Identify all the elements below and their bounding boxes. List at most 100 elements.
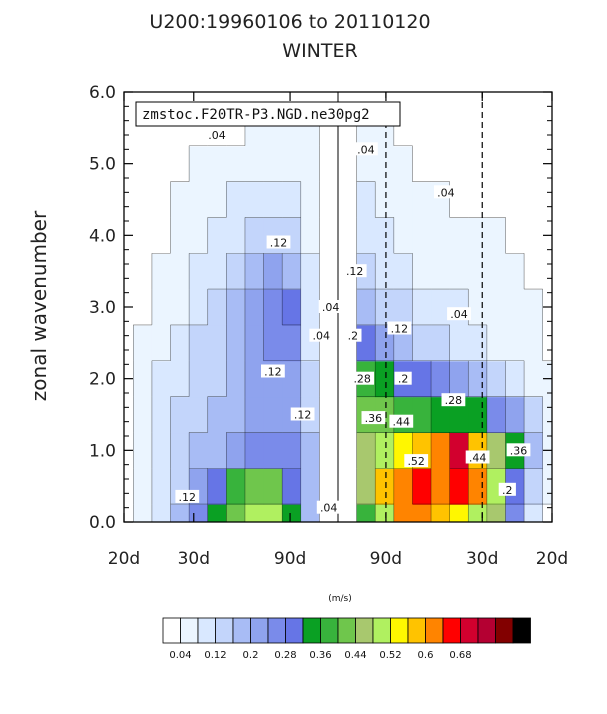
field-cell — [505, 324, 525, 362]
contour-label: .04 — [357, 143, 375, 156]
contour-label: .04 — [208, 129, 226, 142]
field-cell — [356, 289, 376, 326]
field-cell — [449, 432, 469, 469]
field-cell — [524, 360, 544, 398]
field-cell — [124, 324, 134, 362]
field-cell — [542, 504, 552, 522]
contour-label: .2 — [398, 373, 409, 386]
field-cell — [170, 217, 190, 254]
field-cell — [505, 181, 525, 219]
info-box: zmstoc.F20TR-P3.NGD.ne30pg2 — [135, 101, 401, 127]
field-cell — [124, 92, 134, 111]
info-box-frame — [135, 101, 401, 127]
field-cell — [393, 468, 414, 505]
field-cell — [338, 396, 358, 434]
field-cell — [338, 217, 358, 254]
contour-label-box — [318, 300, 343, 313]
field-cell — [151, 396, 172, 434]
field-cell — [338, 468, 358, 505]
field-cell — [263, 181, 283, 219]
field-cell — [263, 504, 283, 522]
field-cell — [133, 504, 153, 522]
field-cell — [449, 253, 469, 290]
contour-label-box — [175, 489, 200, 503]
field-cell — [412, 289, 432, 326]
field-cell — [189, 432, 209, 469]
field-cell — [431, 109, 451, 147]
field-cell — [151, 324, 172, 362]
field-cell — [393, 289, 414, 326]
contour-label-box — [266, 235, 291, 249]
field-cell — [468, 253, 488, 290]
field-cell — [226, 181, 246, 219]
field-cell — [263, 324, 283, 362]
field-cell — [524, 324, 544, 362]
field-cell — [505, 145, 525, 183]
field-cell — [300, 253, 320, 290]
field-cell — [524, 253, 544, 290]
field-cell — [468, 145, 488, 183]
field-cell — [412, 360, 432, 398]
field-cell — [282, 253, 302, 290]
field-cell — [133, 289, 153, 326]
field-cell — [486, 324, 507, 362]
field-cell — [189, 217, 209, 254]
y-tick-label: 0.0 — [89, 513, 116, 533]
field-cell — [412, 253, 432, 290]
field-cell — [151, 253, 172, 290]
contour-label-box — [441, 393, 466, 407]
field-cell — [124, 181, 134, 219]
field-cell — [505, 360, 525, 398]
field-cell — [133, 324, 153, 362]
field-cell — [189, 289, 209, 326]
field-cell — [170, 289, 190, 326]
field-cell — [338, 360, 358, 398]
contour-label-box — [404, 454, 429, 468]
field-cell — [244, 504, 265, 522]
field-cell — [189, 145, 209, 183]
field-cell — [375, 360, 395, 398]
x-tick-label: 90d — [370, 549, 402, 569]
field-cell — [524, 181, 544, 219]
field-cell — [505, 253, 525, 290]
field-cell — [263, 432, 283, 469]
field-cell — [431, 468, 451, 505]
field-cell — [393, 504, 414, 522]
field-cell — [133, 432, 153, 469]
field-cell — [431, 504, 451, 522]
field-cell — [412, 504, 432, 522]
contour-label: .04 — [322, 301, 340, 314]
field-cell — [542, 324, 552, 362]
field-cell — [449, 109, 469, 147]
field-cell — [207, 253, 227, 290]
field-cell — [449, 504, 469, 522]
field-cell — [133, 468, 153, 505]
field-cell — [282, 360, 302, 398]
contour-label-box — [498, 482, 516, 496]
contour-label: .04 — [320, 502, 338, 515]
field-cell — [151, 432, 172, 469]
field-cell — [151, 360, 172, 398]
field-cell — [226, 253, 246, 290]
field-cell — [207, 504, 227, 522]
field-cell — [431, 360, 451, 398]
colorbar-tick-label: 0.28 — [274, 650, 296, 661]
field-cell — [375, 217, 395, 254]
colorbar-swatch — [495, 617, 514, 644]
field-cell — [393, 181, 414, 219]
y-tick-label: 4.0 — [89, 226, 116, 246]
field-cell — [300, 289, 320, 326]
field-cell — [375, 504, 395, 522]
field-cell — [124, 109, 134, 147]
x-tick-label: 20d — [536, 549, 568, 569]
colorbar-tick-label: 0.68 — [449, 650, 471, 661]
colorbar-swatch — [232, 617, 251, 644]
field-cell — [468, 109, 488, 147]
colorbar-tick-label: 0.2 — [243, 650, 259, 661]
colorbar-tick-label: 0.52 — [379, 650, 401, 661]
contour-label: .2 — [502, 484, 513, 497]
contour-label: .12 — [270, 237, 288, 250]
colorbar-swatch — [477, 617, 496, 644]
colorbar-swatch — [337, 617, 356, 644]
field-cell — [468, 468, 488, 505]
